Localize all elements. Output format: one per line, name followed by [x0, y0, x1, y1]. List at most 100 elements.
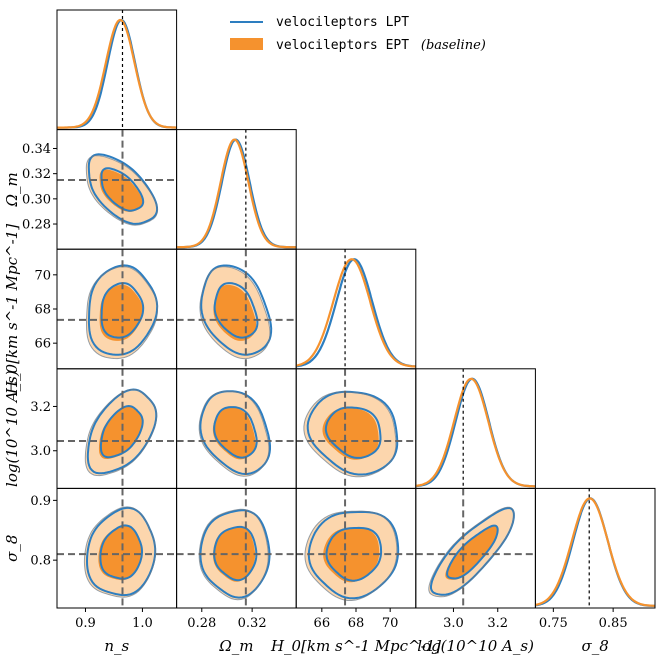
x-axis-label-4: σ_8	[582, 637, 609, 655]
panel-1-1	[176, 129, 297, 250]
contour-ept-68	[445, 525, 498, 580]
panel-frame	[415, 368, 536, 489]
marginal-lpt-3	[415, 377, 536, 488]
ytick-label: 3.2	[30, 400, 51, 415]
panel-0-0	[56, 9, 178, 131]
y-axis-label-3: log(10^10 A_s)	[3, 370, 21, 487]
x-axis-label-2: H_0[km s^-1 Mpc^-1]	[270, 637, 441, 655]
ytick-label: 66	[34, 337, 51, 352]
contour-ept-95-edge	[84, 388, 158, 477]
ytick-label: 0.32	[22, 167, 51, 182]
contour-ept-68	[99, 284, 143, 341]
xtick-label: 3.2	[487, 616, 508, 631]
ytick-label: 0.30	[22, 192, 51, 207]
legend: velocileptors LPT velocileptors EPT (bas…	[230, 15, 486, 53]
contour-lpt-68	[325, 526, 383, 582]
panel-content	[57, 368, 177, 489]
panel-2-2	[295, 248, 417, 370]
contour-lpt-95	[199, 390, 271, 476]
panel-3-0: 3.2 3.0 log(10^10 A_s)	[3, 368, 178, 489]
panel-content	[296, 249, 416, 369]
marginal-ept-0	[57, 18, 177, 129]
contour-lpt-68	[99, 524, 143, 580]
y-axis-label-2: H_0[km s^-1 Mpc^-1]	[3, 224, 21, 395]
contour-lpt-95	[306, 390, 399, 476]
xtick-label: 0.32	[238, 616, 267, 631]
ytick-label: 70	[34, 268, 51, 283]
marginal-lpt-4	[535, 497, 655, 607]
x-axis-label-1: Ω_m	[218, 637, 253, 655]
xtick-label: 1.0	[132, 616, 153, 631]
contour-ept-95-edge	[198, 390, 270, 477]
contour-lpt-95	[200, 264, 273, 356]
contour-ept-95-edge	[303, 391, 397, 478]
ytick-label: 0.28	[22, 218, 51, 233]
panel-4-4: 0.75 0.85 σ_8	[534, 487, 656, 655]
ytick-label: 68	[34, 303, 51, 318]
panel-2-0: 70 68 66 H_0[km s^-1 Mpc^-1]	[3, 224, 178, 395]
panel-4-3: 3.0 3.2 log(10^10 A_s)	[415, 487, 536, 655]
panel-content	[176, 488, 297, 608]
panel-content	[415, 488, 536, 608]
legend-label-ept-name: velocileptors EPT	[276, 38, 409, 53]
panel-3-1	[176, 368, 297, 489]
panel-4-1: 0.28 0.32 Ω_m	[176, 487, 297, 655]
panel-content	[415, 368, 536, 489]
contour-lpt-95	[87, 153, 159, 225]
xtick-label: 0.9	[75, 616, 96, 631]
xtick-label: 0.85	[599, 616, 628, 631]
panel-frame	[534, 487, 656, 609]
panel-frame	[176, 129, 297, 250]
panel-3-3	[415, 368, 536, 489]
panel-content	[176, 249, 297, 369]
panel-content	[296, 488, 416, 608]
marginal-ept-3	[415, 377, 536, 488]
panel-content	[176, 129, 297, 250]
y-axis-label-1: Ω_m	[3, 172, 21, 207]
xtick-label: 0.28	[187, 616, 216, 631]
contour-lpt-68	[99, 404, 144, 459]
panel-content	[57, 488, 177, 608]
panel-content	[296, 368, 416, 489]
marginal-ept-2	[296, 258, 416, 368]
panel-3-2	[295, 368, 417, 489]
legend-label-ept-suffix: (baseline)	[421, 38, 486, 53]
contour-lpt-95	[87, 264, 159, 356]
ytick-label: 0.34	[22, 142, 51, 157]
marginal-lpt-1	[176, 138, 297, 249]
panel-content	[176, 368, 297, 489]
marginal-ept-1	[176, 138, 297, 249]
xtick-label: 3.0	[443, 616, 464, 631]
panel-frame	[295, 248, 417, 370]
panel-content	[57, 10, 177, 130]
x-axis-label-0: n_s	[104, 637, 129, 655]
ytick-label: 0.8	[30, 554, 51, 569]
panel-4-0: 0.9 1.0n_s 0.9 0.8 σ_8	[3, 487, 178, 655]
contour-lpt-68	[213, 282, 259, 339]
contour-ept-95-edge	[85, 155, 158, 226]
panel-content	[57, 129, 177, 250]
panel-content	[535, 488, 656, 608]
panel-1-0: 0.34 0.32 0.30 0.28Ω_m	[3, 129, 178, 250]
contour-lpt-68	[446, 524, 499, 580]
ytick-label: 3.0	[30, 444, 51, 459]
panel-2-1	[176, 248, 297, 370]
contour-ept-95-edge	[83, 506, 157, 598]
contour-ept-95-edge	[304, 510, 398, 601]
contour-lpt-68	[324, 406, 382, 459]
contour-ept-68	[98, 525, 142, 581]
contour-ept-68	[99, 169, 143, 212]
legend-patch-ept	[230, 38, 263, 50]
marginal-lpt-0	[57, 19, 177, 129]
contour-ept-95-edge	[428, 506, 515, 598]
contour-ept-95-edge	[86, 266, 159, 360]
marginal-ept-4	[535, 497, 656, 607]
contour-ept-95-edge	[199, 266, 271, 360]
x-axis-label-3: log(10^10 A_s)	[417, 637, 534, 655]
xtick-label: 70	[382, 616, 399, 631]
y-axis-label-4: σ_8	[3, 535, 21, 562]
xtick-label: 68	[348, 616, 365, 631]
xtick-label: 66	[314, 616, 331, 631]
